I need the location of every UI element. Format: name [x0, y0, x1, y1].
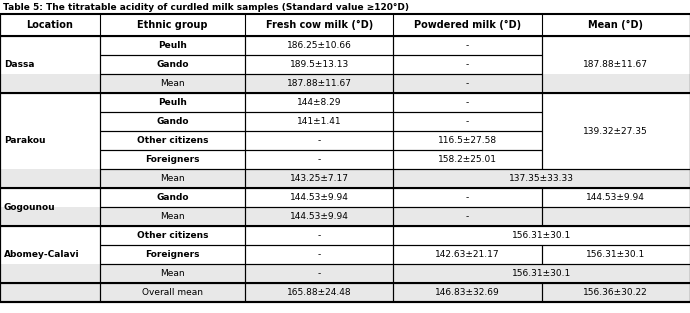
Text: 186.25±10.66: 186.25±10.66 — [286, 41, 352, 50]
Text: 165.88±24.48: 165.88±24.48 — [287, 288, 351, 297]
Text: Other citizens: Other citizens — [137, 136, 208, 145]
Text: 156.31±30.1: 156.31±30.1 — [512, 269, 571, 278]
Text: Dassa: Dassa — [4, 60, 34, 69]
Text: 116.5±27.58: 116.5±27.58 — [438, 136, 497, 145]
Text: Fresh cow milk (°D): Fresh cow milk (°D) — [266, 20, 373, 30]
Text: Mean: Mean — [160, 269, 185, 278]
Text: 187.88±11.67: 187.88±11.67 — [286, 79, 352, 88]
Text: Abomey-Calavi: Abomey-Calavi — [4, 250, 79, 259]
Text: Gogounou: Gogounou — [4, 203, 56, 212]
Text: Powdered milk (°D): Powdered milk (°D) — [414, 20, 521, 30]
Text: Gando: Gando — [156, 193, 189, 202]
Text: 156.31±30.1: 156.31±30.1 — [512, 231, 571, 240]
Text: Gando: Gando — [156, 60, 189, 69]
Text: Mean: Mean — [160, 212, 185, 221]
Text: -: - — [317, 155, 321, 164]
Text: -: - — [466, 98, 469, 107]
Text: Mean: Mean — [160, 79, 185, 88]
Text: Mean: Mean — [160, 174, 185, 183]
Bar — [0, 169, 690, 188]
Text: 141±1.41: 141±1.41 — [297, 117, 342, 126]
Text: Foreigners: Foreigners — [146, 250, 199, 259]
Text: Overall mean: Overall mean — [142, 288, 203, 297]
Text: -: - — [466, 79, 469, 88]
Text: Foreigners: Foreigners — [146, 155, 199, 164]
Text: 156.31±30.1: 156.31±30.1 — [586, 250, 645, 259]
Text: Peulh: Peulh — [158, 41, 187, 50]
Text: Other citizens: Other citizens — [137, 231, 208, 240]
Text: Mean (°D): Mean (°D) — [589, 20, 643, 30]
Bar — [0, 74, 690, 93]
Text: Location: Location — [27, 20, 73, 30]
Text: -: - — [466, 60, 469, 69]
Text: 144.53±9.94: 144.53±9.94 — [586, 193, 645, 202]
Bar — [0, 14, 690, 36]
Text: 144±8.29: 144±8.29 — [297, 98, 342, 107]
Text: -: - — [317, 231, 321, 240]
Text: -: - — [317, 269, 321, 278]
Text: -: - — [317, 250, 321, 259]
Text: -: - — [466, 193, 469, 202]
Text: 144.53±9.94: 144.53±9.94 — [290, 193, 348, 202]
Bar — [0, 283, 690, 302]
Text: Parakou: Parakou — [4, 136, 46, 145]
Text: -: - — [466, 212, 469, 221]
Text: -: - — [466, 41, 469, 50]
Text: 189.5±13.13: 189.5±13.13 — [290, 60, 348, 69]
Text: 139.32±27.35: 139.32±27.35 — [584, 126, 648, 136]
Text: -: - — [317, 136, 321, 145]
Text: Ethnic group: Ethnic group — [137, 20, 208, 30]
Text: 146.83±32.69: 146.83±32.69 — [435, 288, 500, 297]
Text: Table 5: The titratable acidity of curdled milk samples (Standard value ≥120°D): Table 5: The titratable acidity of curdl… — [3, 3, 409, 12]
Bar — [0, 264, 690, 283]
Text: 142.63±21.17: 142.63±21.17 — [435, 250, 500, 259]
Text: Peulh: Peulh — [158, 98, 187, 107]
Text: 156.36±30.22: 156.36±30.22 — [584, 288, 648, 297]
Text: -: - — [466, 117, 469, 126]
Text: 137.35±33.33: 137.35±33.33 — [509, 174, 574, 183]
Text: 158.2±25.01: 158.2±25.01 — [438, 155, 497, 164]
Text: 187.88±11.67: 187.88±11.67 — [583, 60, 649, 69]
Text: 144.53±9.94: 144.53±9.94 — [290, 212, 348, 221]
Bar — [0, 207, 690, 226]
Text: 143.25±7.17: 143.25±7.17 — [290, 174, 348, 183]
Text: Gando: Gando — [156, 117, 189, 126]
